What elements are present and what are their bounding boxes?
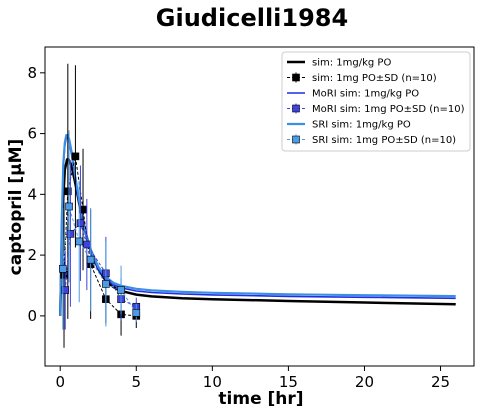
data-point-1-1 xyxy=(64,187,72,196)
data-point-1-2 xyxy=(71,152,80,161)
x-tick-label-3: 15 xyxy=(279,373,298,391)
data-point-5-2 xyxy=(75,237,84,246)
y-tick-label-2: 4 xyxy=(27,185,37,203)
series-connector-5 xyxy=(62,206,137,314)
data-point-5-4 xyxy=(102,280,110,288)
x-tick-label-0: 0 xyxy=(55,373,65,391)
y-tick-label-1: 2 xyxy=(27,246,37,264)
data-point-3-0 xyxy=(61,286,70,294)
legend-swatch-marker-3 xyxy=(292,104,300,113)
data-point-5-6 xyxy=(132,309,141,317)
legend-entry-4: SRI sim: 1mg/kg PO xyxy=(287,120,411,131)
data-point-5-3 xyxy=(86,255,95,264)
legend-entry-2: MoRI sim: 1mg/kg PO xyxy=(287,89,419,100)
legend-label-1: sim: 1mg PO±SD (n=10) xyxy=(312,73,437,84)
legend-label-5: SRI sim: 1mg PO±SD (n=10) xyxy=(312,135,456,146)
y-axis-label: captopril [µM] xyxy=(6,139,26,276)
legend-entry-5: SRI sim: 1mg PO±SD (n=10) xyxy=(287,134,456,146)
data-point-5-1 xyxy=(65,202,73,211)
chart-title: Giudicelli1984 xyxy=(156,4,348,32)
plot-area xyxy=(58,63,456,348)
y-tick-label-4: 8 xyxy=(27,64,37,82)
x-tick-label-5: 25 xyxy=(431,373,450,391)
legend-label-4: SRI sim: 1mg/kg PO xyxy=(312,120,411,131)
legend-swatch-marker-5 xyxy=(292,135,300,144)
data-point-5-0 xyxy=(58,264,67,273)
legend: sim: 1mg/kg PO sim: 1mg PO±SD (n=10) MoRI … xyxy=(281,51,471,152)
legend-label-0: sim: 1mg/kg PO xyxy=(312,58,391,69)
y-tick-label-3: 6 xyxy=(27,125,37,143)
data-point-3-2 xyxy=(76,219,85,228)
legend-label-3: MoRI sim: 1mg PO±SD (n=10) xyxy=(312,104,465,115)
x-tick-label-4: 20 xyxy=(355,373,374,391)
legend-entry-0: sim: 1mg/kg PO xyxy=(287,58,391,69)
axes: 0 5 10 15 20 25 0 2 4 6 8 xyxy=(27,46,475,391)
y-tick-label-0: 0 xyxy=(27,307,37,325)
x-tick-label-1: 5 xyxy=(132,373,142,391)
legend-entry-1: sim: 1mg PO±SD (n=10) xyxy=(287,72,437,84)
legend-swatch-marker-1 xyxy=(292,73,300,82)
legend-box xyxy=(281,51,471,152)
data-point-5-5 xyxy=(117,286,125,294)
legend-label-2: MoRI sim: 1mg/kg PO xyxy=(312,89,419,100)
data-point-3-3 xyxy=(83,240,91,249)
legend-entry-3: MoRI sim: 1mg PO±SD (n=10) xyxy=(287,103,465,115)
plot-frame xyxy=(44,46,475,367)
x-axis-label: time [hr] xyxy=(218,389,303,409)
x-tick-label-2: 10 xyxy=(203,373,222,391)
data-point-3-1 xyxy=(66,230,75,238)
